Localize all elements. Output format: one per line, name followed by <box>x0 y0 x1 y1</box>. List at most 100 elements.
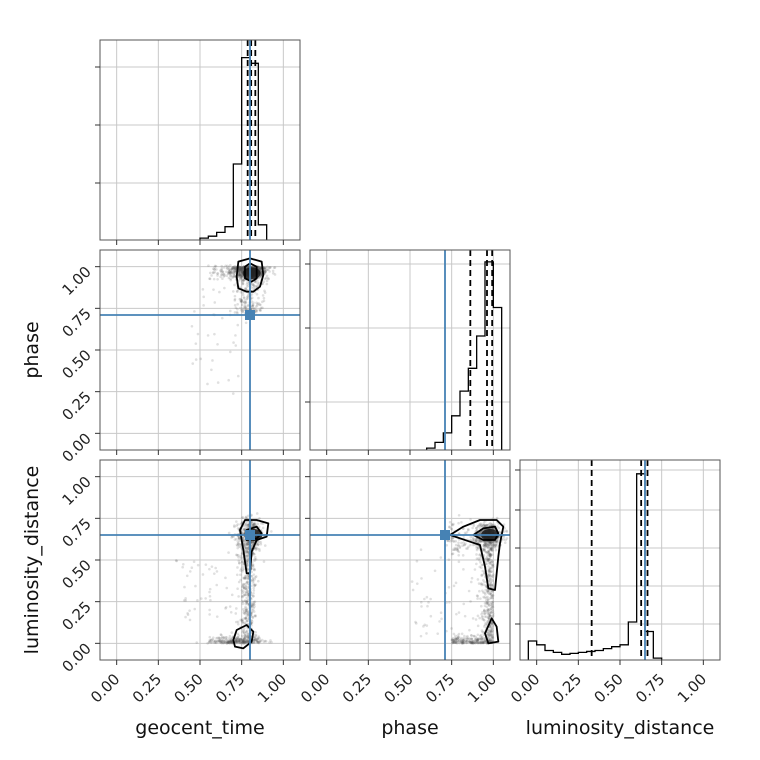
sample-point <box>250 610 254 614</box>
sample-point <box>481 523 484 526</box>
sample-point <box>214 566 217 570</box>
sample-point <box>237 595 240 598</box>
sample-point <box>241 282 245 286</box>
sample-point <box>246 523 250 527</box>
sample-point <box>228 640 232 643</box>
sample-point <box>245 640 249 644</box>
sample-point <box>491 564 494 568</box>
sample-point <box>228 641 232 644</box>
sample-point <box>239 308 243 312</box>
sample-point <box>234 344 238 347</box>
sample-point <box>235 639 239 643</box>
sample-point <box>489 593 493 596</box>
sample-point <box>264 276 268 280</box>
sample-point <box>486 559 490 563</box>
sample-point <box>216 640 219 643</box>
sample-point <box>474 635 478 639</box>
sample-point <box>236 638 239 641</box>
sample-point <box>237 269 241 273</box>
sample-point <box>245 580 249 584</box>
sample-point <box>489 629 493 633</box>
sample-point <box>253 552 256 556</box>
sample-point <box>243 539 246 542</box>
sample-point <box>454 641 458 644</box>
sample-point <box>490 523 494 526</box>
x-tick-label: 1.00 <box>464 670 500 706</box>
sample-point <box>223 286 226 290</box>
sample-point <box>252 591 255 595</box>
sample-point <box>482 523 486 527</box>
sample-point <box>490 621 494 624</box>
sample-point <box>242 609 246 613</box>
sample-point <box>457 543 460 547</box>
sample-point <box>439 611 443 615</box>
sample-point <box>245 561 249 564</box>
sample-point <box>488 541 491 545</box>
sample-point <box>243 544 246 548</box>
sample-point <box>246 564 250 567</box>
contour-line <box>239 519 270 575</box>
sample-point <box>483 619 486 622</box>
sample-point <box>202 295 205 299</box>
sample-point <box>243 528 246 531</box>
sample-point <box>478 524 482 528</box>
sample-point <box>255 308 258 312</box>
sample-point <box>485 544 489 548</box>
sample-point <box>492 541 496 544</box>
sample-point <box>241 640 245 643</box>
sample-point <box>235 573 239 577</box>
sample-point <box>216 277 219 281</box>
sample-point <box>233 270 237 273</box>
sample-point <box>242 593 246 597</box>
sample-point <box>211 271 215 274</box>
sample-point <box>457 541 460 545</box>
sample-point <box>238 269 242 273</box>
sample-point <box>253 584 257 588</box>
sample-point <box>250 618 253 622</box>
sample-point <box>231 275 234 278</box>
sample-point <box>484 641 488 644</box>
sample-point <box>233 311 237 314</box>
sample-point <box>238 273 242 277</box>
sample-point <box>238 539 242 542</box>
sample-point <box>461 638 465 642</box>
sample-point <box>490 630 494 634</box>
sample-point <box>262 280 266 284</box>
sample-point <box>451 641 455 644</box>
sample-point <box>478 558 481 562</box>
sample-point <box>236 302 239 306</box>
sample-point <box>488 567 492 570</box>
sample-point <box>490 627 494 630</box>
sample-point <box>211 267 215 271</box>
sample-point <box>259 306 263 310</box>
sample-point <box>420 605 423 608</box>
sample-point <box>481 589 484 592</box>
sample-point <box>256 284 259 288</box>
sample-point <box>477 557 481 560</box>
sample-point <box>493 523 496 527</box>
sample-point <box>490 541 493 544</box>
sample-point <box>220 269 223 272</box>
sample-point <box>475 528 479 532</box>
sample-point <box>242 640 246 644</box>
sample-point <box>247 543 250 547</box>
sample-point <box>246 591 250 595</box>
sample-point <box>208 590 211 594</box>
sample-point <box>453 641 456 644</box>
sample-point <box>244 546 248 550</box>
sample-point <box>247 576 250 580</box>
sample-point <box>239 267 243 271</box>
sample-point <box>239 578 242 582</box>
sample-point <box>231 271 235 274</box>
sample-point <box>267 277 271 281</box>
sample-point <box>447 585 451 589</box>
sample-point <box>242 296 246 300</box>
sample-point <box>452 639 456 643</box>
sample-point <box>476 639 480 643</box>
sample-point <box>246 589 250 593</box>
sample-point <box>238 269 242 272</box>
sample-point <box>228 270 231 273</box>
sample-point <box>235 639 238 642</box>
sample-point <box>255 639 259 643</box>
sample-point <box>244 576 248 580</box>
